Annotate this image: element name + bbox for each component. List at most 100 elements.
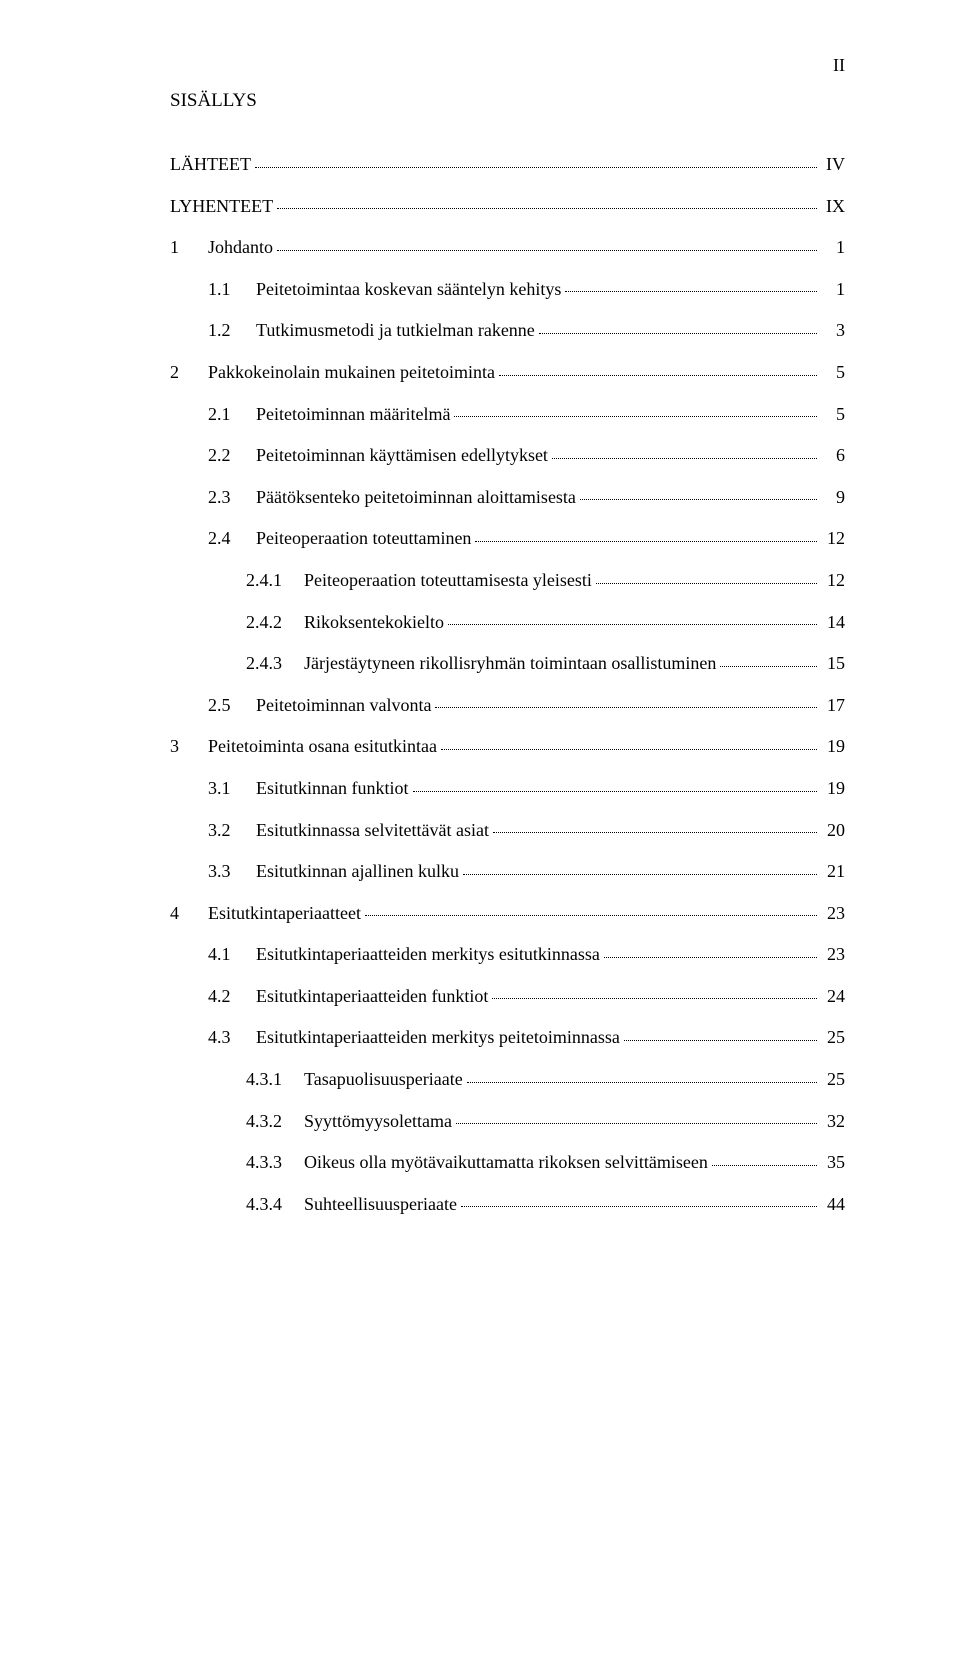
toc-entry-number: 2.4.1 xyxy=(246,570,304,592)
toc-entry-label: Päätöksenteko peitetoiminnan aloittamise… xyxy=(256,487,576,509)
toc-entry-number: 4.3.2 xyxy=(246,1111,304,1133)
toc-entry: 4.3.3Oikeus olla myötävaikuttamatta riko… xyxy=(170,1152,845,1174)
toc-entry-number: 3.1 xyxy=(208,778,256,800)
toc-entry-page: IV xyxy=(821,154,845,176)
page: II SISÄLLYS LÄHTEET IV LYHENTEET IX 1Johdant… xyxy=(0,0,960,1665)
toc-entry-number: 4.3.1 xyxy=(246,1069,304,1091)
toc-entry-number: 2.4.2 xyxy=(246,612,304,634)
toc-entry: 2.1Peitetoiminnan määritelmä 5 xyxy=(170,404,845,426)
toc-entry-page: 25 xyxy=(821,1027,845,1049)
toc-entry-number: 4.3 xyxy=(208,1027,256,1049)
toc-entry-number: 4 xyxy=(170,903,208,925)
toc-entry-number: 4.3.4 xyxy=(246,1194,304,1216)
toc-entry: 4Esitutkintaperiaatteet23 xyxy=(170,903,845,925)
toc-entry-page: 5 xyxy=(821,404,845,426)
toc-entry: 4.3Esitutkintaperiaatteiden merkitys pei… xyxy=(170,1027,845,1049)
toc-entry: 4.3.4Suhteellisuusperiaate44 xyxy=(170,1194,845,1216)
toc-entry-label: Esitutkintaperiaatteiden merkitys peitet… xyxy=(256,1027,620,1049)
toc-entry-page: 6 xyxy=(821,445,845,467)
toc-leader xyxy=(493,831,817,833)
toc-leader xyxy=(580,498,817,500)
toc-entry-page: 12 xyxy=(821,570,845,592)
toc-entry-label: Rikoksentekokielto xyxy=(304,612,444,634)
toc-leader xyxy=(448,623,817,625)
toc-entry-number: 3 xyxy=(170,736,208,758)
toc-entry-number: 2.1 xyxy=(208,404,256,426)
toc-entry-number: 2.4.3 xyxy=(246,653,304,675)
toc-entry-label: Esitutkintaperiaatteiden merkitys esitut… xyxy=(256,944,600,966)
toc-entry: 3Peitetoiminta osana esitutkintaa19 xyxy=(170,736,845,758)
toc-entry-number: 3.3 xyxy=(208,861,256,883)
toc-entry-number: 1 xyxy=(170,237,208,259)
toc-entry-label: LYHENTEET xyxy=(170,196,273,218)
toc-entry: 4.2Esitutkintaperiaatteiden funktiot24 xyxy=(170,986,845,1008)
toc-entry-page: 23 xyxy=(821,903,845,925)
toc-leader xyxy=(604,956,817,958)
toc-entry-label: Esitutkinnassa selvitettävät asiat xyxy=(256,820,489,842)
toc-list: LÄHTEETIVLYHENTEETIX1Johdanto11.1Peiteto… xyxy=(170,154,845,1215)
toc-entry-label: Peitetoiminnan valvonta xyxy=(256,695,431,717)
toc-entry-label: Järjestäytyneen rikollisryhmän toimintaa… xyxy=(304,653,716,675)
toc-leader xyxy=(277,207,817,209)
toc-entry-page: 35 xyxy=(821,1152,845,1174)
toc-leader xyxy=(624,1039,817,1041)
toc-entry-number: 2.4 xyxy=(208,528,256,550)
toc-leader xyxy=(565,290,817,292)
toc-entry-page: 15 xyxy=(821,653,845,675)
toc-entry: 3.3Esitutkinnan ajallinen kulku21 xyxy=(170,861,845,883)
toc-entry: 2.2Peitetoiminnan käyttämisen edellytyks… xyxy=(170,445,845,467)
toc-entry-page: 20 xyxy=(821,820,845,842)
toc-entry-number: 4.1 xyxy=(208,944,256,966)
toc-leader xyxy=(413,790,818,792)
toc-entry-page: 12 xyxy=(821,528,845,550)
toc-heading: SISÄLLYS xyxy=(170,90,845,112)
toc-entry-page: 23 xyxy=(821,944,845,966)
toc-entry: 3.2Esitutkinnassa selvitettävät asiat20 xyxy=(170,820,845,842)
toc-entry: 2.4.2Rikoksentekokielto14 xyxy=(170,612,845,634)
toc-entry-label: Peiteoperaation toteuttamisesta yleisest… xyxy=(304,570,592,592)
toc-entry: 1.1Peitetoimintaa koskevan sääntelyn keh… xyxy=(170,279,845,301)
toc-entry: 4.3.1Tasapuolisuusperiaate25 xyxy=(170,1069,845,1091)
toc-entry-label: LÄHTEET xyxy=(170,154,251,176)
toc-entry: 2.5Peitetoiminnan valvonta17 xyxy=(170,695,845,717)
page-number: II xyxy=(833,55,845,76)
toc-entry-label: Peitetoiminnan määritelmä xyxy=(256,404,450,426)
toc-leader xyxy=(720,665,817,667)
toc-entry-number: 2.5 xyxy=(208,695,256,717)
toc-leader xyxy=(277,249,817,251)
toc-entry-number: 2.3 xyxy=(208,487,256,509)
toc-entry-number: 4.2 xyxy=(208,986,256,1008)
toc-entry-page: 9 xyxy=(821,487,845,509)
toc-entry-label: Peitetoimintaa koskevan sääntelyn kehity… xyxy=(256,279,561,301)
toc-entry: 4.3.2Syyttömyysolettama32 xyxy=(170,1111,845,1133)
toc-leader xyxy=(499,374,817,376)
toc-entry: LÄHTEET IV xyxy=(170,154,845,176)
toc-entry-label: Pakkokeinolain mukainen peitetoiminta xyxy=(208,362,495,384)
toc-entry-label: Syyttömyysolettama xyxy=(304,1111,452,1133)
toc-leader xyxy=(255,166,817,168)
toc-leader xyxy=(467,1081,817,1083)
toc-entry-label: Johdanto xyxy=(208,237,273,259)
toc-leader xyxy=(552,457,817,459)
toc-entry-page: 21 xyxy=(821,861,845,883)
toc-entry-label: Esitutkintaperiaatteiden funktiot xyxy=(256,986,488,1008)
toc-entry: 2.4Peiteoperaation toteuttaminen12 xyxy=(170,528,845,550)
toc-entry-page: 19 xyxy=(821,736,845,758)
toc-leader xyxy=(475,540,817,542)
toc-leader xyxy=(596,582,817,584)
toc-leader xyxy=(441,748,817,750)
toc-entry: LYHENTEET IX xyxy=(170,196,845,218)
toc-entry-number: 1.1 xyxy=(208,279,256,301)
toc-entry-label: Esitutkinnan funktiot xyxy=(256,778,409,800)
toc-leader xyxy=(463,873,817,875)
toc-entry: 1.2Tutkimusmetodi ja tutkielman rakenne3 xyxy=(170,320,845,342)
toc-leader xyxy=(539,332,817,334)
toc-leader xyxy=(456,1122,817,1124)
toc-entry-page: IX xyxy=(821,196,845,218)
toc-leader xyxy=(492,997,817,999)
toc-leader xyxy=(461,1205,817,1207)
toc-entry: 2Pakkokeinolain mukainen peitetoiminta5 xyxy=(170,362,845,384)
toc-entry-label: Suhteellisuusperiaate xyxy=(304,1194,457,1216)
toc-entry-label: Tutkimusmetodi ja tutkielman rakenne xyxy=(256,320,535,342)
toc-entry-page: 3 xyxy=(821,320,845,342)
